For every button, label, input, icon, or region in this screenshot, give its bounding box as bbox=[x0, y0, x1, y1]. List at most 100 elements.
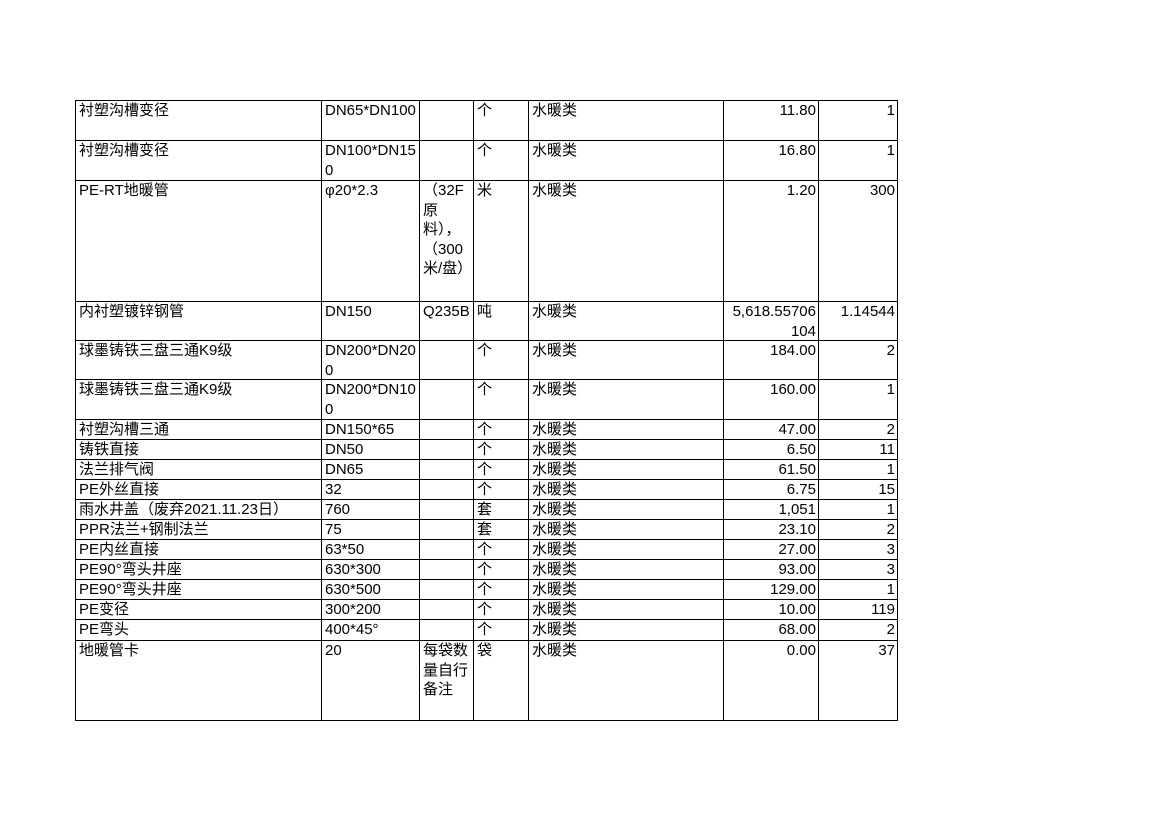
table-cell: DN150*65 bbox=[321, 419, 420, 440]
table-cell: 6.50 bbox=[723, 439, 819, 460]
table-cell: 个 bbox=[473, 340, 529, 380]
table-cell: 水暖类 bbox=[528, 419, 724, 440]
table-cell: 2 bbox=[818, 519, 898, 540]
table-cell: 23.10 bbox=[723, 519, 819, 540]
table-cell: 米 bbox=[473, 180, 529, 302]
table-cell: DN200*DN100 bbox=[321, 379, 420, 420]
table-cell bbox=[419, 479, 474, 500]
table-cell: 衬塑沟槽三通 bbox=[75, 419, 322, 440]
table-cell: 每袋数量自行备注 bbox=[419, 640, 474, 721]
table-cell: 个 bbox=[473, 619, 529, 641]
table-cell: 300 bbox=[818, 180, 898, 302]
table-cell: 11 bbox=[818, 439, 898, 460]
table-cell: 个 bbox=[473, 479, 529, 500]
table-cell: 400*45° bbox=[321, 619, 420, 641]
table-cell: 2 bbox=[818, 419, 898, 440]
table-cell: 个 bbox=[473, 100, 529, 141]
table-cell: 20 bbox=[321, 640, 420, 721]
table-cell: 2 bbox=[818, 619, 898, 641]
table-cell: PE90°弯头井座 bbox=[75, 579, 322, 600]
table-cell: （32F原料），（300米/盘） bbox=[419, 180, 474, 302]
table-cell: 1 bbox=[818, 579, 898, 600]
table-cell: 水暖类 bbox=[528, 479, 724, 500]
table-cell: 水暖类 bbox=[528, 100, 724, 141]
table-cell: PE内丝直接 bbox=[75, 539, 322, 560]
table-cell: 水暖类 bbox=[528, 301, 724, 341]
table-cell: 1 bbox=[818, 100, 898, 141]
table-cell: 衬塑沟槽变径 bbox=[75, 100, 322, 141]
table-cell: PE变径 bbox=[75, 599, 322, 620]
table-cell: 37 bbox=[818, 640, 898, 721]
table-cell: DN50 bbox=[321, 439, 420, 460]
table-cell bbox=[419, 140, 474, 181]
table-cell: 球墨铸铁三盘三通K9级 bbox=[75, 379, 322, 420]
table-cell: 75 bbox=[321, 519, 420, 540]
table-cell bbox=[419, 340, 474, 380]
table-cell: 11.80 bbox=[723, 100, 819, 141]
table-cell: 水暖类 bbox=[528, 640, 724, 721]
table-cell: 160.00 bbox=[723, 379, 819, 420]
table-cell: 水暖类 bbox=[528, 180, 724, 302]
table-cell: 1 bbox=[818, 379, 898, 420]
table-cell: 1 bbox=[818, 459, 898, 480]
table-cell: PE-RT地暖管 bbox=[75, 180, 322, 302]
table-cell: 1,051 bbox=[723, 499, 819, 520]
table-cell: 27.00 bbox=[723, 539, 819, 560]
table-cell: 2 bbox=[818, 340, 898, 380]
table-cell: 300*200 bbox=[321, 599, 420, 620]
table-cell bbox=[419, 100, 474, 141]
table-cell: 3 bbox=[818, 539, 898, 560]
table-cell bbox=[419, 379, 474, 420]
table-cell: 个 bbox=[473, 140, 529, 181]
table-cell: 10.00 bbox=[723, 599, 819, 620]
table-cell: DN65 bbox=[321, 459, 420, 480]
table-cell bbox=[419, 439, 474, 460]
table-cell: 吨 bbox=[473, 301, 529, 341]
table-cell: 1 bbox=[818, 499, 898, 520]
table-cell: 水暖类 bbox=[528, 439, 724, 460]
table-cell: 水暖类 bbox=[528, 579, 724, 600]
table-cell: 68.00 bbox=[723, 619, 819, 641]
table-cell: 129.00 bbox=[723, 579, 819, 600]
table-cell: DN150 bbox=[321, 301, 420, 341]
table-cell: PE外丝直接 bbox=[75, 479, 322, 500]
table-cell: φ20*2.3 bbox=[321, 180, 420, 302]
table-cell: 630*300 bbox=[321, 559, 420, 580]
table-cell: PPR法兰+钢制法兰 bbox=[75, 519, 322, 540]
table-cell: 套 bbox=[473, 499, 529, 520]
table-cell: 个 bbox=[473, 559, 529, 580]
table-cell: 119 bbox=[818, 599, 898, 620]
table-cell: 个 bbox=[473, 539, 529, 560]
table-cell: 630*500 bbox=[321, 579, 420, 600]
table-cell: 水暖类 bbox=[528, 459, 724, 480]
table-cell: 衬塑沟槽变径 bbox=[75, 140, 322, 181]
table-cell: 6.75 bbox=[723, 479, 819, 500]
table-cell bbox=[419, 579, 474, 600]
table-cell: 水暖类 bbox=[528, 140, 724, 181]
table-cell: 球墨铸铁三盘三通K9级 bbox=[75, 340, 322, 380]
table-cell: Q235B bbox=[419, 301, 474, 341]
table-cell: 93.00 bbox=[723, 559, 819, 580]
table-cell: 15 bbox=[818, 479, 898, 500]
table-cell: 个 bbox=[473, 439, 529, 460]
table-cell: 0.00 bbox=[723, 640, 819, 721]
table-cell: 内衬塑镀锌钢管 bbox=[75, 301, 322, 341]
table-cell: 1.20 bbox=[723, 180, 819, 302]
table-cell: 61.50 bbox=[723, 459, 819, 480]
table-cell: 184.00 bbox=[723, 340, 819, 380]
table-cell bbox=[419, 499, 474, 520]
table-cell: DN200*DN200 bbox=[321, 340, 420, 380]
table-cell: 32 bbox=[321, 479, 420, 500]
table-cell bbox=[419, 459, 474, 480]
table-cell: PE90°弯头井座 bbox=[75, 559, 322, 580]
table-cell: DN65*DN100 bbox=[321, 100, 420, 141]
table-cell: 水暖类 bbox=[528, 539, 724, 560]
table-cell bbox=[419, 599, 474, 620]
table-cell bbox=[419, 519, 474, 540]
table-cell: 水暖类 bbox=[528, 519, 724, 540]
table-cell: 47.00 bbox=[723, 419, 819, 440]
table-cell: 水暖类 bbox=[528, 340, 724, 380]
table-cell: 水暖类 bbox=[528, 559, 724, 580]
table-cell: 个 bbox=[473, 599, 529, 620]
